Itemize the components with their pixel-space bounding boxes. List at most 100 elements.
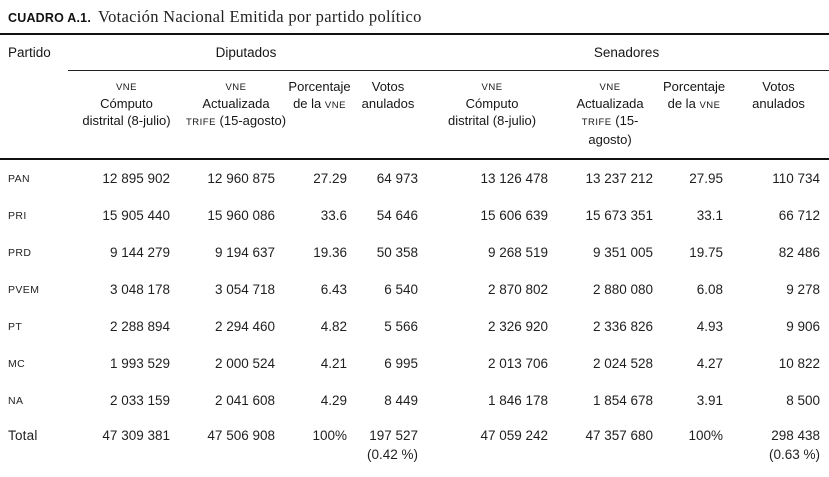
party-label: NA [8,394,24,407]
cell: 19.75 [689,245,724,260]
cell: 2 870 802 [487,282,549,297]
table-caption: CUADRO A.1. Votación Nacional Emitida por… [0,0,829,27]
cell: 6.08 [696,282,724,297]
party-label: PAN [8,172,31,185]
cell: 2 024 528 [592,356,654,371]
cell: 2 000 524 [214,356,275,371]
cell: 4.29 [320,393,347,408]
cell: 9 906 [786,319,821,334]
cell: 33.6 [320,208,347,223]
cell: 2 288 894 [109,319,170,334]
cell: 8 449 [384,393,419,408]
cell: 54 646 [376,208,419,223]
table-row-na: NA 2 033 159 2 041 608 4.29 8 449 1 846 … [0,382,829,419]
sen-votos-anulados-header: Votos anulados [728,70,829,160]
cell: 33.1 [696,208,724,223]
cell: 12 960 875 [207,171,275,186]
total-row: Total 47 309 381 47 506 908 100% 197 527… [0,419,829,477]
cell: 2 033 159 [109,393,170,408]
cell: 47 309 381 [68,419,185,477]
partido-header: Partido [8,45,51,61]
cell: 1 993 529 [109,356,170,371]
cell: 9 268 519 [487,245,549,260]
cell: 15 673 351 [585,208,654,223]
cell: 15 905 440 [102,208,170,223]
cell: 110 734 [772,171,821,186]
sen-porcentaje-header: Porcentaje de la VNE [660,70,729,160]
dip-vne-actualizada-header: VNE Actualizada TRIFE (15-agosto) [185,70,287,160]
table-row-pri: PRI 15 905 440 15 960 086 33.6 54 646 15… [0,197,829,234]
cell: 10 822 [778,356,821,371]
table-row-pt: PT 2 288 894 2 294 460 4.82 5 566 2 326 … [0,308,829,345]
cell: 15 606 639 [480,208,549,223]
dip-anulados-percent-note: (0.42 %) [367,447,419,462]
party-label: PRD [8,246,32,259]
cell: 27.95 [689,171,724,186]
cell: 2 041 608 [214,393,275,408]
cell: 15 960 086 [207,208,275,223]
cell: 3 048 178 [109,282,170,297]
cell: 100% [287,419,352,477]
cell: 27.29 [313,171,347,186]
cell: 4.82 [320,319,347,334]
cell: 9 351 005 [592,245,654,260]
cell: 47 357 680 [560,419,661,477]
cell: 5 566 [384,319,419,334]
sen-vne-computo-header: VNE Cómputo distrital (8-julio) [424,70,561,160]
cell: 50 358 [376,245,419,260]
cell: 4.27 [696,356,724,371]
cell: 19.36 [313,245,347,260]
cell: 9 278 [786,282,821,297]
total-label: Total [0,419,68,477]
cell: 6.43 [320,282,347,297]
cell: 47 506 908 [185,419,287,477]
party-label: MC [8,357,26,370]
group-header-row: Partido Diputados Senadores [0,34,829,71]
subheader-row: VNE Cómputo distrital (8-julio) VNE Actu… [0,70,829,160]
cell: 2 013 706 [487,356,549,371]
cell: 66 712 [778,208,821,223]
cell-with-note: 197 527 (0.42 %) [352,419,425,477]
cell: 13 126 478 [480,171,549,186]
table-row-pan: PAN 12 895 902 12 960 875 27.29 64 973 1… [0,159,829,197]
cell: 2 336 826 [592,319,654,334]
caption-label: CUADRO A.1. [8,11,91,25]
cell: 4.93 [696,319,724,334]
cell: 4.21 [320,356,347,371]
cell: 2 880 080 [592,282,654,297]
cell: 6 540 [384,282,419,297]
cell: 1 846 178 [487,393,549,408]
cell: 82 486 [778,245,821,260]
cell: 13 237 212 [585,171,654,186]
diputados-group-header: Diputados [68,34,425,71]
cell: 1 854 678 [592,393,654,408]
cell: 100% [660,419,729,477]
cell: 47 059 242 [424,419,561,477]
party-label: PT [8,320,23,333]
cell: 3 054 718 [214,282,275,297]
party-label: PVEM [8,283,40,296]
cell: 8 500 [786,393,821,408]
cell: 9 144 279 [109,245,170,260]
table-row-mc: MC 1 993 529 2 000 524 4.21 6 995 2 013 … [0,345,829,382]
cell: 2 326 920 [487,319,549,334]
table-row-pvem: PVEM 3 048 178 3 054 718 6.43 6 540 2 87… [0,271,829,308]
sen-anulados-percent-note: (0.63 %) [769,447,821,462]
cell: 3.91 [696,393,724,408]
cell: 9 194 637 [214,245,275,260]
cell: 12 895 902 [102,171,170,186]
cell: 2 294 460 [214,319,275,334]
votes-table: Partido Diputados Senadores VNE Cómputo … [0,33,829,477]
senadores-group-header: Senadores [424,34,829,71]
dip-vne-computo-header: VNE Cómputo distrital (8-julio) [68,70,185,160]
dip-porcentaje-header: Porcentaje de la VNE [287,70,352,160]
empty-header-cell [0,70,68,160]
cell: 64 973 [376,171,419,186]
sen-vne-actualizada-header: VNE Actualizada TRIFE (15-agosto) [560,70,661,160]
party-label: PRI [8,209,27,222]
cell: 6 995 [384,356,419,371]
dip-votos-anulados-header: Votos anulados [352,70,425,160]
cell-with-note: 298 438 (0.63 %) [728,419,829,477]
caption-title: Votación Nacional Emitida por partido po… [98,7,422,26]
